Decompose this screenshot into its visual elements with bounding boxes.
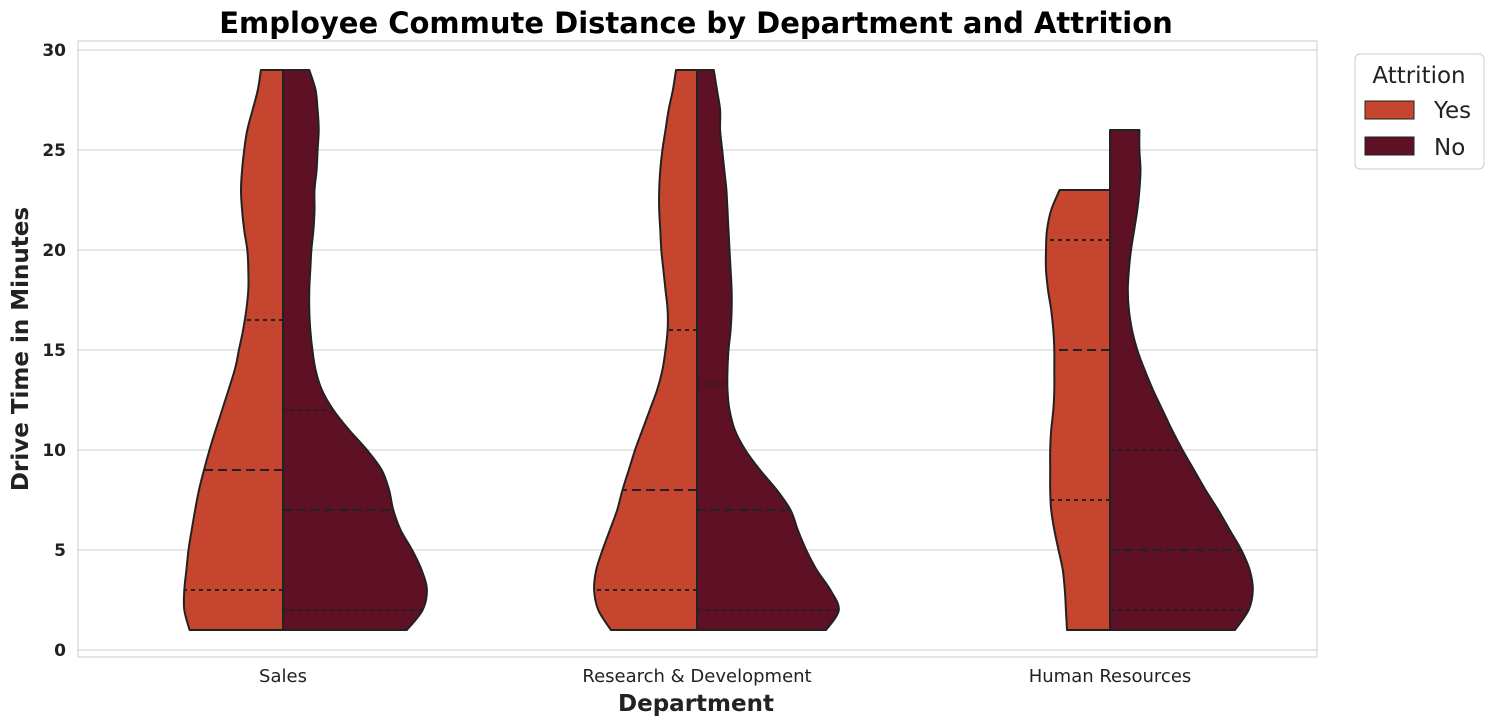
y-tick-label: 0 — [54, 641, 66, 661]
violin-research-development-yes — [593, 69, 698, 631]
legend-swatch-no — [1364, 136, 1415, 156]
legend-swatch-yes — [1364, 100, 1415, 120]
y-tick-label: 15 — [42, 341, 66, 361]
y-tick-label: 30 — [42, 41, 66, 61]
y-tick-label: 20 — [42, 241, 66, 261]
y-tick-label: 10 — [42, 441, 66, 461]
x-tick-label-research-development: Research & Development — [582, 666, 811, 687]
violins — [182, 69, 1254, 631]
y-tick-labels: 0 5 10 15 20 25 30 — [42, 41, 66, 661]
violin-human-resources-yes — [1044, 189, 1111, 631]
y-axis-label: Drive Time in Minutes — [8, 207, 34, 491]
y-tick-label: 25 — [42, 141, 66, 161]
chart-title: Employee Commute Distance by Department … — [219, 6, 1173, 40]
legend-title: Attrition — [1372, 63, 1465, 89]
violin-research-development-no — [696, 69, 840, 631]
x-axis-label: Department — [618, 691, 774, 717]
violin-sales-no — [282, 69, 428, 631]
legend-label-yes: Yes — [1433, 98, 1471, 124]
y-tick-label: 5 — [54, 541, 66, 561]
legend: Attrition Yes No — [1354, 53, 1485, 170]
violin-sales-yes — [182, 69, 284, 631]
x-tick-labels: Sales Research & Development Human Resourc… — [259, 666, 1191, 687]
x-tick-label-sales: Sales — [259, 666, 307, 687]
legend-label-no: No — [1434, 135, 1465, 161]
x-tick-label-human-resources: Human Resources — [1029, 666, 1192, 687]
